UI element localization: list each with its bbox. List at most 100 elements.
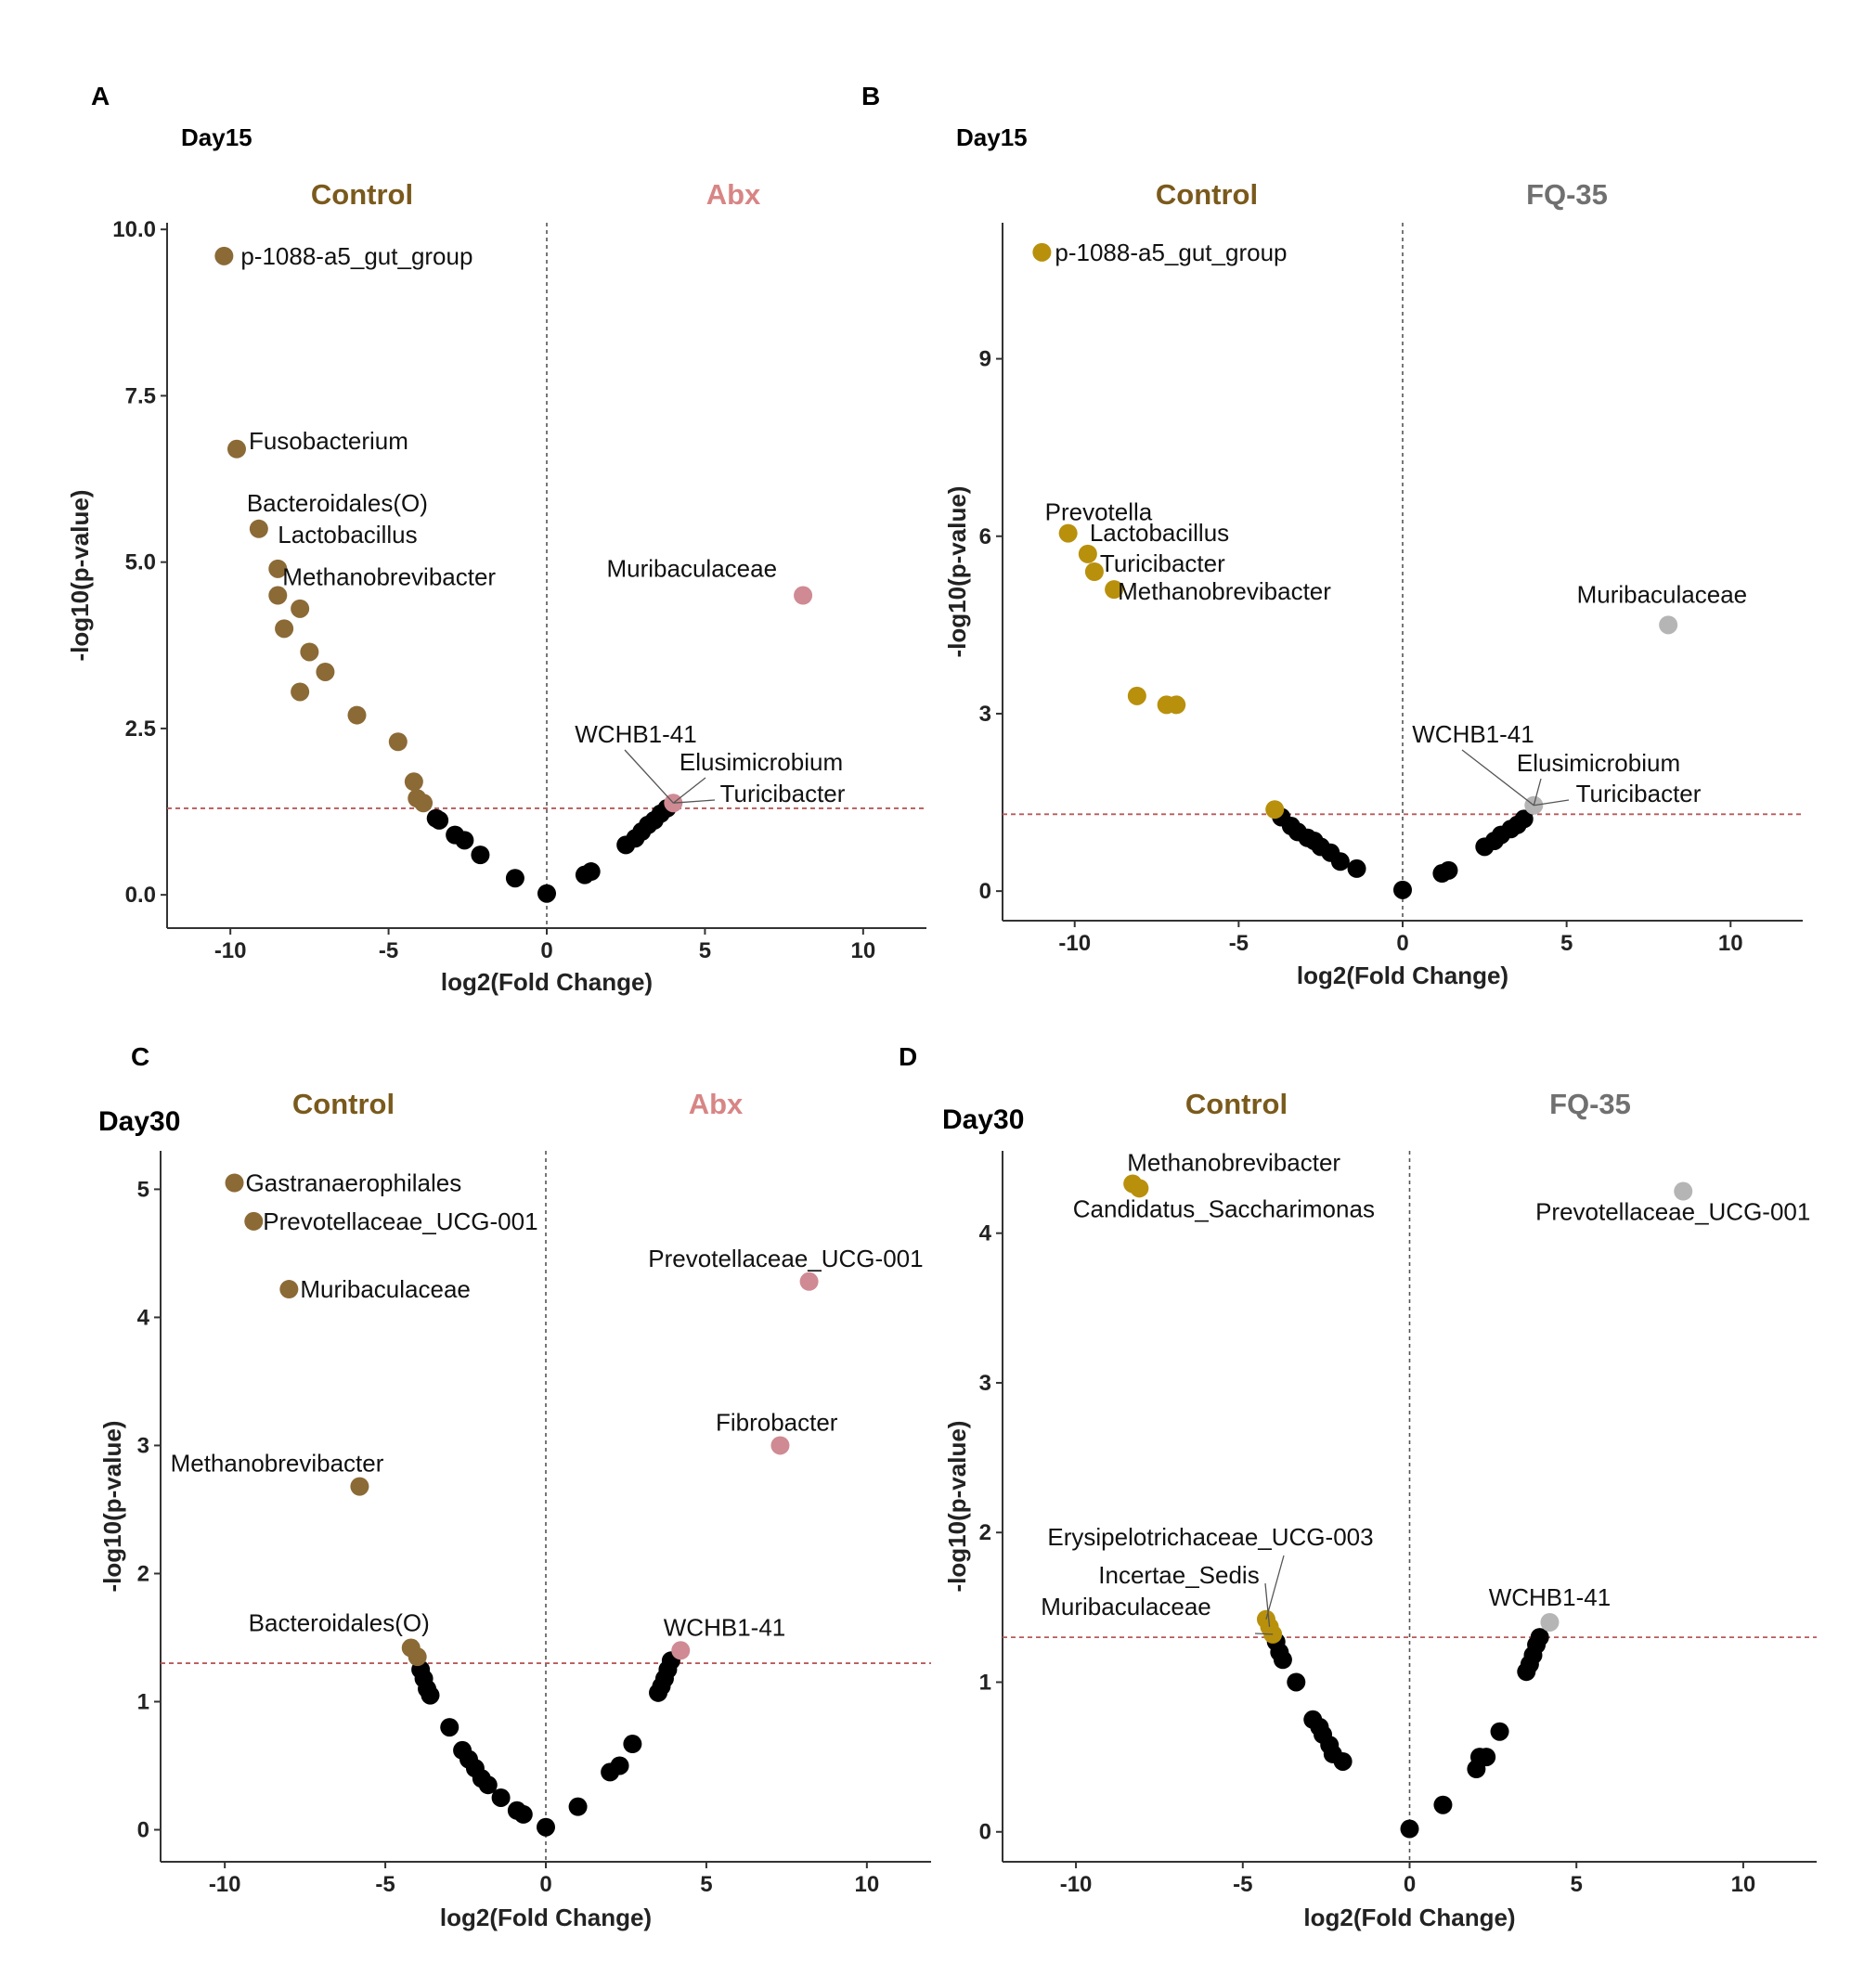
x-tick-label: 0 bbox=[540, 938, 552, 963]
y-tick-label: 10.0 bbox=[112, 217, 156, 242]
x-tick-label: 10 bbox=[850, 938, 875, 963]
y-tick-label: 4 bbox=[137, 1305, 150, 1330]
y-tick-label: 1 bbox=[137, 1689, 149, 1714]
x-axis-title: log2(Fold Change) bbox=[1303, 1904, 1515, 1931]
taxon-label: Candidatus_Saccharimonas bbox=[1073, 1194, 1375, 1222]
x-tick-label: 10 bbox=[854, 1872, 879, 1897]
treatment-enriched-point bbox=[770, 1436, 790, 1455]
y-tick-label: 2 bbox=[137, 1561, 149, 1586]
control-enriched-point bbox=[227, 439, 246, 458]
y-axis-title: -log10(p-value) bbox=[943, 1421, 971, 1593]
label-leader-line bbox=[1534, 799, 1570, 807]
nonsignificant-point bbox=[1514, 809, 1534, 829]
nonsignificant-point bbox=[1433, 1795, 1453, 1814]
y-tick-label: 7.5 bbox=[125, 383, 156, 408]
nonsignificant-point bbox=[537, 1817, 555, 1837]
x-axis-title: log2(Fold Change) bbox=[1297, 962, 1508, 989]
nonsignificant-point bbox=[1287, 1672, 1306, 1692]
nonsignificant-point bbox=[581, 862, 601, 882]
label-leader-line bbox=[672, 777, 706, 804]
control-group-label: Control bbox=[292, 1088, 395, 1120]
control-enriched-point bbox=[1078, 544, 1097, 563]
taxon-label: Incertae_Sedis bbox=[1098, 1561, 1259, 1589]
nonsignificant-point bbox=[478, 1775, 498, 1795]
x-tick-label: -10 bbox=[214, 938, 247, 963]
control-enriched-point bbox=[1105, 580, 1124, 600]
x-tick-label: -5 bbox=[375, 1872, 395, 1897]
y-axis-title: -log10(p-value) bbox=[66, 490, 94, 662]
panel-day-title: Day30 bbox=[942, 1104, 1024, 1135]
taxon-label: Lactobacillus bbox=[1090, 519, 1229, 547]
y-tick-label: 2 bbox=[979, 1520, 991, 1545]
control-enriched-point bbox=[388, 732, 408, 752]
control-enriched-point bbox=[275, 619, 294, 639]
y-axis-title: -log10(p-value) bbox=[943, 486, 971, 658]
x-tick-label: -10 bbox=[1060, 1872, 1093, 1897]
treatment-group-label: FQ-35 bbox=[1549, 1088, 1631, 1120]
taxon-label: p-1088-a5_gut_group bbox=[240, 242, 472, 270]
x-tick-label: -5 bbox=[1229, 931, 1249, 956]
taxon-label: Prevotella bbox=[1045, 498, 1153, 526]
panel-day-title: Day15 bbox=[181, 123, 252, 151]
y-tick-label: 0.0 bbox=[125, 883, 156, 908]
panel-a: A Day15 Control Abx -10 -5 0 5 10 0.0 2.5 5.0 7.5 10.… bbox=[66, 82, 926, 996]
y-tick-label: 0 bbox=[979, 1820, 991, 1845]
taxon-label: Fibrobacter bbox=[716, 1408, 838, 1436]
nonsignificant-point bbox=[537, 884, 556, 903]
label-leader-line bbox=[1254, 1633, 1274, 1635]
y-tick-label: 3 bbox=[979, 702, 991, 727]
taxon-label: Muribaculaceae bbox=[1577, 580, 1748, 608]
control-enriched-point bbox=[291, 599, 310, 618]
taxon-label: Fusobacterium bbox=[249, 427, 408, 455]
nonsignificant-point bbox=[505, 869, 524, 888]
control-enriched-point bbox=[249, 519, 268, 538]
taxon-label: Turicibacter bbox=[1100, 549, 1225, 577]
label-leader-line bbox=[624, 749, 674, 804]
taxon-label: Prevotellaceae_UCG-001 bbox=[263, 1207, 537, 1235]
nonsignificant-point bbox=[421, 1685, 440, 1705]
x-tick-label: 5 bbox=[1560, 931, 1573, 956]
treatment-enriched-point bbox=[794, 586, 813, 605]
taxon-label: Elusimicrobium bbox=[1517, 749, 1680, 777]
control-enriched-point bbox=[1167, 695, 1186, 715]
nonsignificant-point bbox=[471, 846, 490, 865]
taxon-label: WCHB1-41 bbox=[1489, 1583, 1611, 1611]
taxon-label: Bacteroidales(O) bbox=[249, 1609, 430, 1637]
x-tick-label: -5 bbox=[379, 938, 398, 963]
nonsignificant-point bbox=[1333, 1751, 1353, 1771]
control-group-label: Control bbox=[1156, 178, 1258, 211]
treatment-enriched-point bbox=[671, 1641, 691, 1660]
taxon-label: Methanobrevibacter bbox=[1118, 577, 1331, 605]
nonsignificant-point bbox=[1273, 1650, 1292, 1670]
nonsignificant-point bbox=[1490, 1722, 1509, 1741]
control-enriched-point bbox=[404, 772, 423, 792]
nonsignificant-point bbox=[1439, 860, 1458, 880]
x-tick-label: 5 bbox=[699, 938, 711, 963]
y-tick-label: 2.5 bbox=[125, 716, 156, 742]
x-tick-label: 10 bbox=[1718, 931, 1743, 956]
control-enriched-point bbox=[244, 1211, 264, 1231]
nonsignificant-point bbox=[491, 1788, 511, 1807]
taxon-label: Muribaculaceae bbox=[300, 1275, 471, 1303]
taxon-label: Gastranaerophilales bbox=[246, 1169, 462, 1197]
treatment-enriched-point bbox=[799, 1272, 819, 1291]
y-tick-label: 0 bbox=[137, 1817, 149, 1842]
control-enriched-point bbox=[1127, 686, 1146, 705]
nonsignificant-point bbox=[513, 1804, 533, 1824]
taxon-label: Prevotellaceae_UCG-001 bbox=[648, 1245, 923, 1272]
x-tick-label: -10 bbox=[209, 1872, 241, 1897]
nonsignificant-point bbox=[455, 831, 474, 850]
control-enriched-point bbox=[350, 1477, 369, 1496]
taxon-label: p-1088-a5_gut_group bbox=[1055, 239, 1287, 266]
nonsignificant-point bbox=[610, 1756, 629, 1775]
nonsignificant-point bbox=[1530, 1628, 1549, 1647]
panel-day-title: Day15 bbox=[956, 123, 1028, 151]
control-enriched-point bbox=[214, 246, 234, 265]
taxon-label: WCHB1-41 bbox=[1412, 720, 1534, 748]
y-tick-label: 0 bbox=[979, 879, 991, 904]
control-enriched-point bbox=[279, 1280, 299, 1299]
nonsignificant-point bbox=[1393, 880, 1412, 899]
x-tick-label: 0 bbox=[1396, 931, 1408, 956]
taxon-label: Prevotellaceae_UCG-001 bbox=[1535, 1198, 1810, 1226]
y-tick-label: 6 bbox=[979, 524, 991, 549]
